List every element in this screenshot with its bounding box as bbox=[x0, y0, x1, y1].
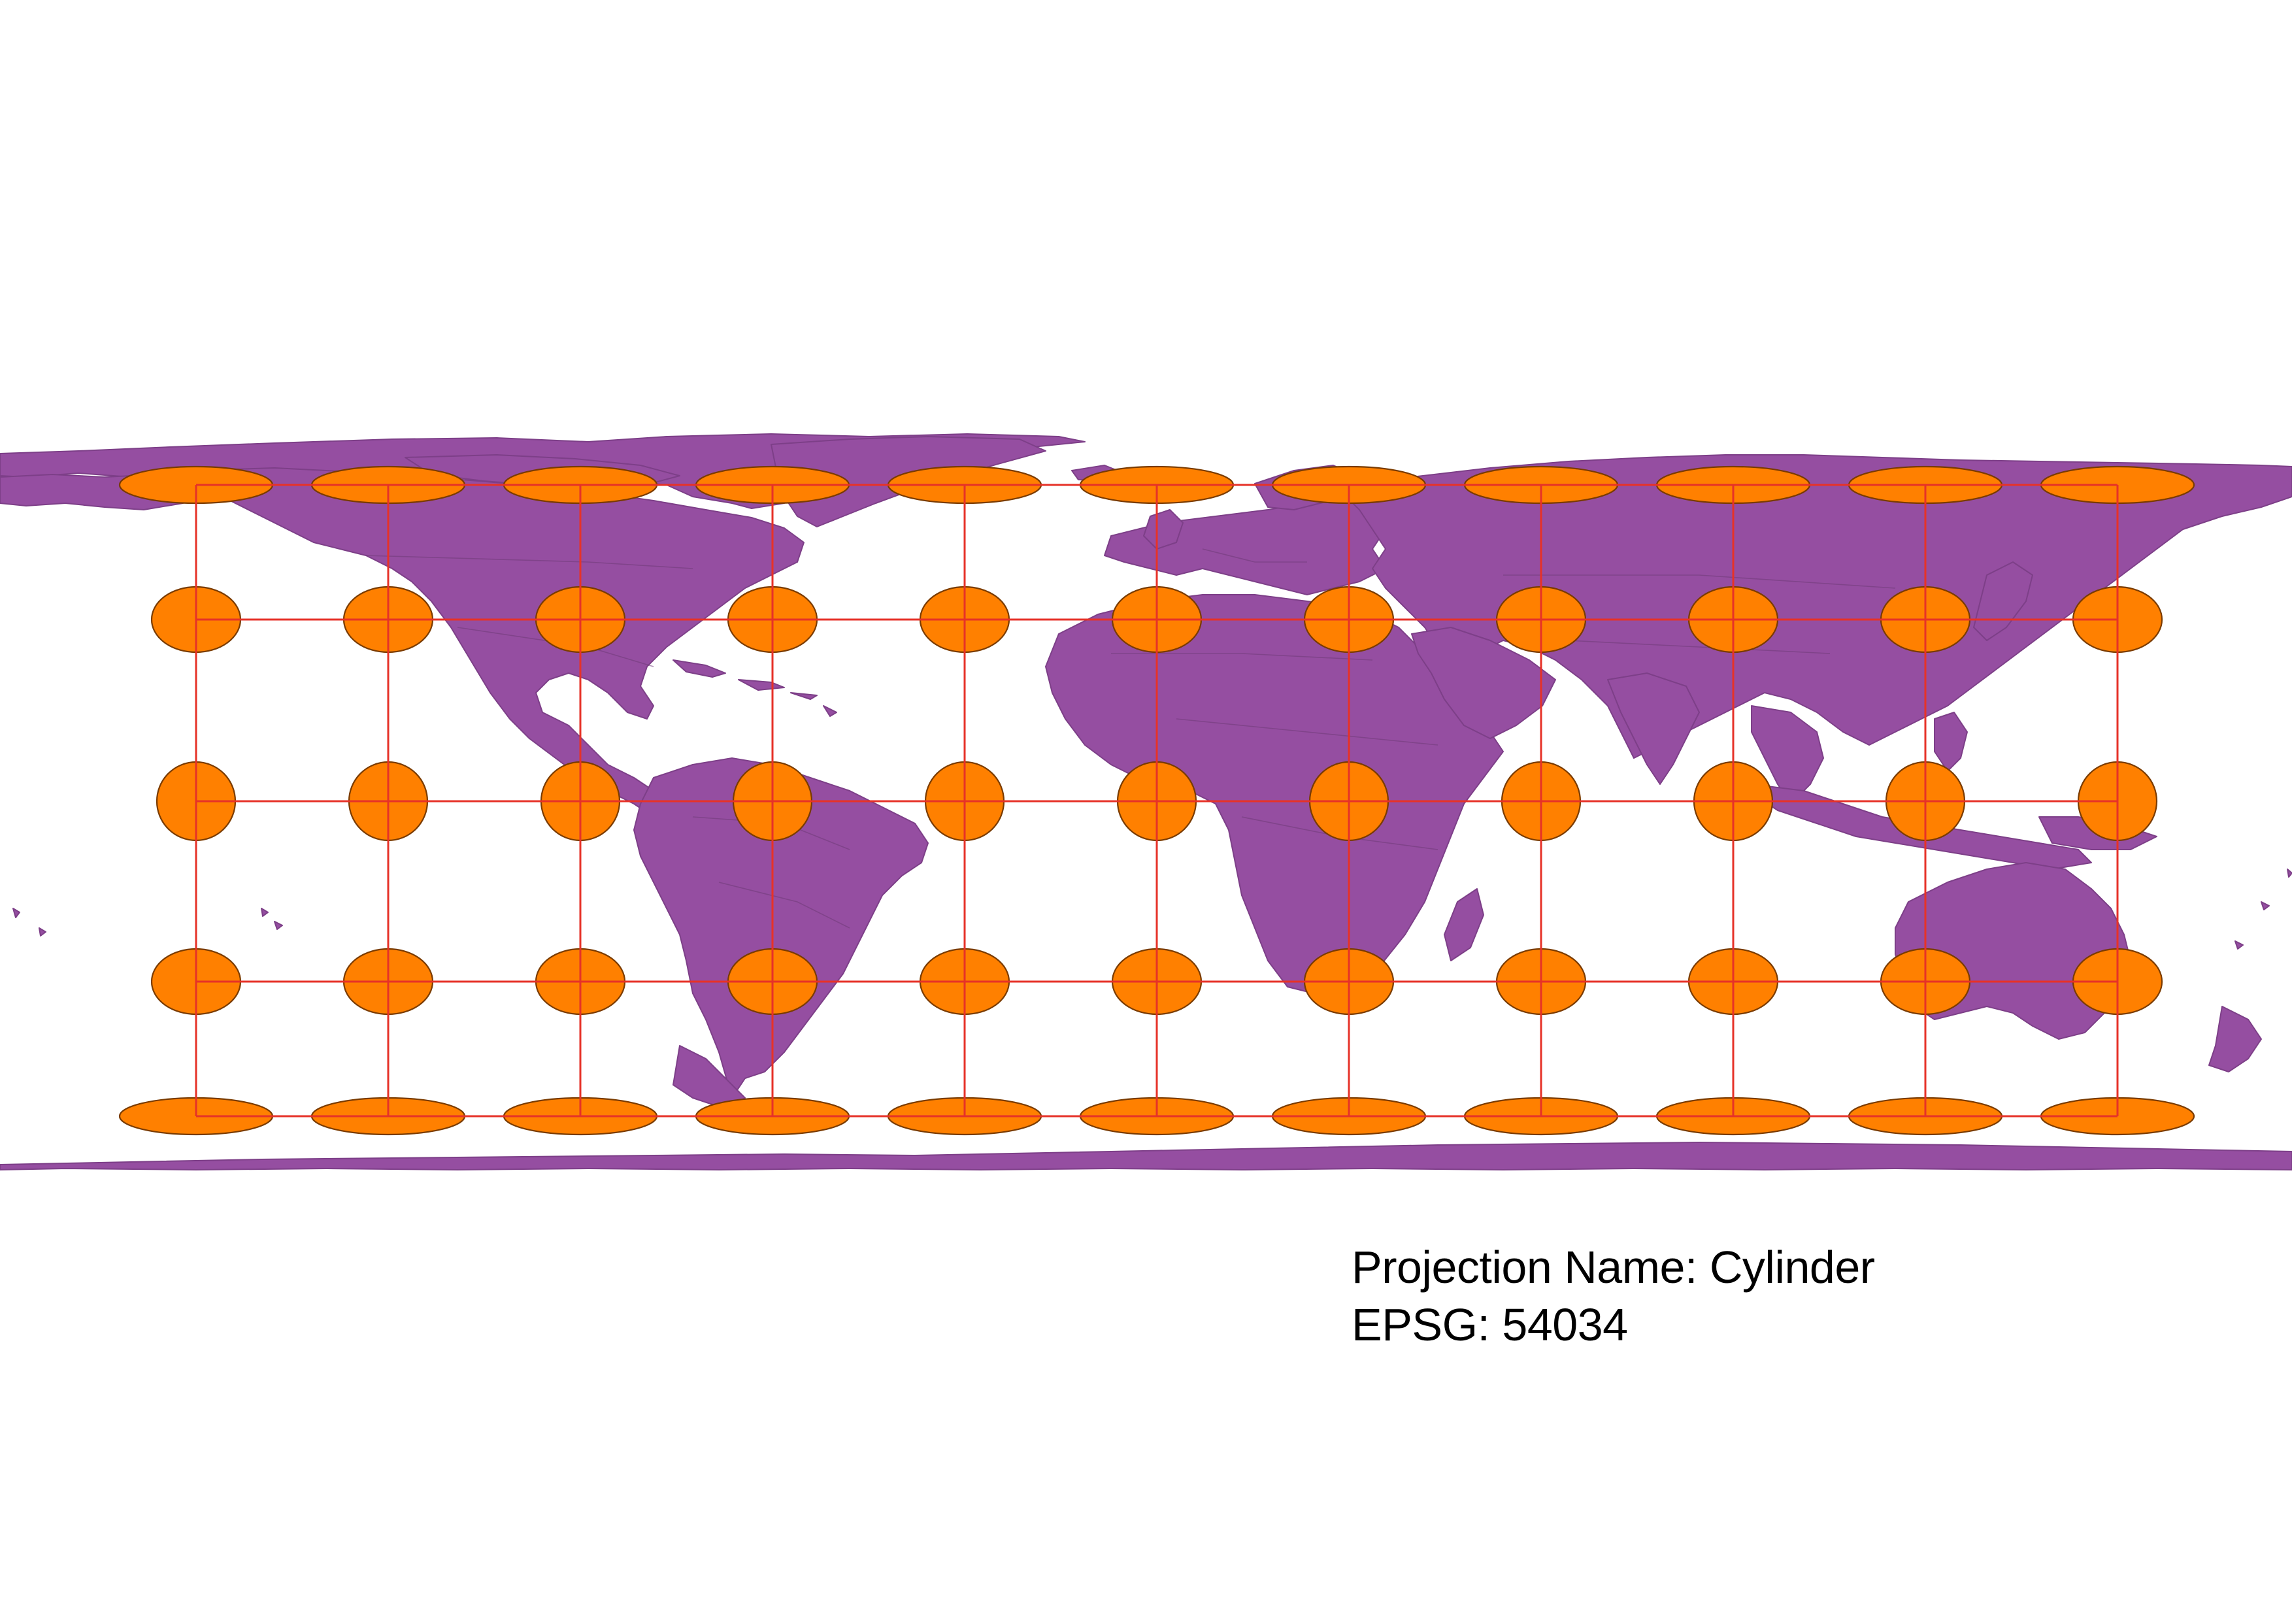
britain-landmass bbox=[1143, 509, 1184, 550]
antarctica-landmass bbox=[0, 1142, 2292, 1170]
madagascar-landmass bbox=[1444, 888, 1484, 961]
pacific-islands bbox=[12, 869, 2292, 950]
philippines-islands bbox=[1934, 712, 1968, 772]
new-zealand-landmass bbox=[2208, 1006, 2262, 1072]
caribbean-islands bbox=[673, 659, 837, 717]
projection-caption: Projection Name: Cylinder EPSG: 54034 bbox=[1352, 1238, 1875, 1353]
landmasses bbox=[0, 433, 2292, 1170]
north-america-landmass bbox=[195, 467, 805, 818]
south-america-landmass bbox=[633, 757, 929, 1099]
graticule bbox=[195, 484, 2119, 1118]
epsg-label: EPSG: 54034 bbox=[1352, 1299, 1628, 1350]
europe-landmass bbox=[1104, 496, 1386, 595]
arabia-landmass bbox=[1411, 627, 1556, 739]
projection-name-label: Projection Name: Cylinder bbox=[1352, 1242, 1875, 1293]
india-landmass bbox=[1607, 672, 1700, 785]
japan-landmass bbox=[1973, 561, 2033, 641]
